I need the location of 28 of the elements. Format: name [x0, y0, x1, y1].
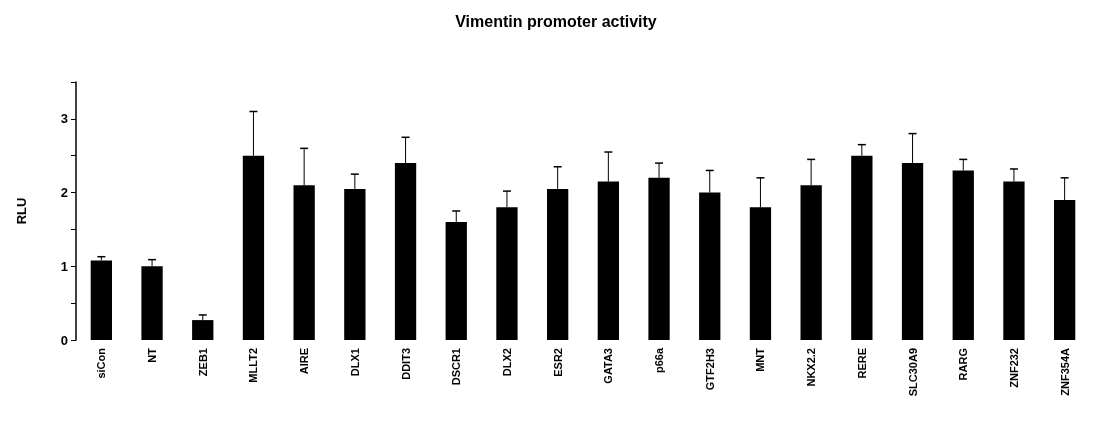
- x-tick-label: MNT: [754, 347, 767, 372]
- x-tick-label: SLC30A9: [906, 348, 919, 397]
- x-tick-label: RARG: [957, 348, 970, 381]
- chart-title: Vimentin promoter activity: [455, 12, 657, 30]
- x-tick-label: NT: [146, 347, 159, 363]
- bar: [90, 260, 112, 340]
- x-tick-label: siCon: [95, 347, 108, 379]
- x-tick-label: DSCR1: [450, 348, 463, 386]
- x-tick-label: MLLT2: [247, 348, 260, 383]
- x-tick-label: GTF2H3: [703, 348, 716, 391]
- x-tick-label: DDIT3: [399, 348, 412, 380]
- x-tick-label: AIRE: [298, 348, 311, 375]
- x-tick-label: ZNF354A: [1058, 347, 1071, 396]
- x-tick-label: NKX2.2: [805, 348, 818, 387]
- y-tick-label: 2: [60, 185, 68, 201]
- y-axis-title: RLU: [14, 197, 29, 225]
- x-tick-label: DLX2: [500, 348, 513, 377]
- bar: [192, 320, 214, 340]
- x-tick-label: GATA3: [602, 348, 615, 384]
- x-tick-label: ESR2: [551, 348, 564, 377]
- y-tick-label: 0: [60, 332, 68, 348]
- x-tick-label: ZNF232: [1007, 348, 1020, 388]
- x-tick-label: p66a: [653, 347, 666, 374]
- x-tick-label: DLX1: [348, 348, 361, 377]
- x-tick-label: RERE: [855, 348, 868, 379]
- x-tick-label: ZEB1: [196, 348, 209, 377]
- y-tick-label: 1: [60, 258, 68, 274]
- y-tick-label: 3: [60, 111, 68, 127]
